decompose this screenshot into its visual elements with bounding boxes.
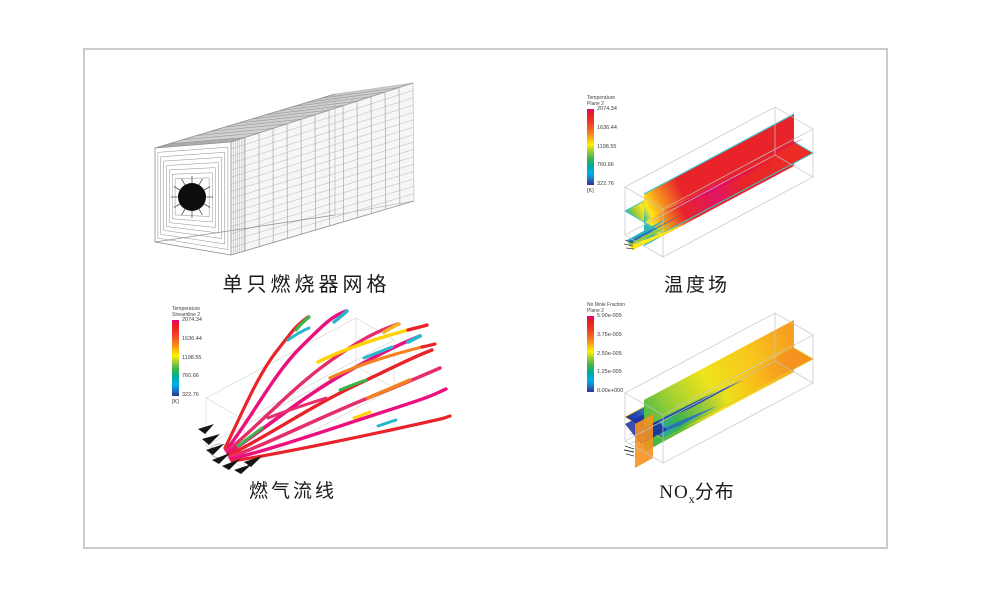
colorbar-unit: [587, 395, 625, 401]
streamlines-group: [223, 309, 452, 463]
caption-temperature: 温度场: [663, 275, 730, 296]
vertical-plane-upper: [644, 320, 794, 428]
box-wireframe: [624, 312, 814, 464]
colorbar-tick: 760.66: [597, 162, 614, 169]
colorbar-title: Temperature: [587, 95, 616, 101]
colorbar-gradient: [587, 316, 594, 392]
colorbar-title: Temperature: [172, 306, 201, 312]
burner-region: [623, 414, 653, 468]
panel-streamline: Temperature Streamline 2 2074.34 1636.44…: [168, 298, 468, 484]
panel-nox: No Mole Fraction Plane 2 5.00e-005 3.75e…: [583, 296, 883, 476]
colorbar-tick: 322.76: [597, 181, 614, 187]
temperature-colorbar: Temperature Plane 2 2074.34 1636.44 1198…: [587, 95, 617, 194]
colorbar-unit: [K]: [587, 188, 594, 194]
nox-plot: [623, 312, 814, 468]
streamline-colorbar: Temperature Streamline 2 2074.34 1636.44…: [172, 306, 202, 405]
burner-circle: [178, 183, 206, 211]
colorbar-tick: 322.76: [182, 392, 199, 398]
colorbar-tick: 1198.55: [597, 143, 617, 150]
velocity-arrows: [198, 424, 262, 474]
caption-mesh: 单只燃烧器网格: [222, 274, 391, 296]
panel-mesh: [148, 80, 498, 266]
colorbar-tick: 0.00e+000: [597, 388, 624, 394]
colorbar-subtitle: Plane 2: [587, 308, 604, 314]
caption-nox-main: NO: [659, 482, 689, 503]
colorbar-unit: [K]: [172, 399, 179, 405]
colorbar-tick: 2.50e-005: [597, 350, 622, 357]
caption-nox-sub: x: [688, 491, 695, 506]
mesh-edges: [154, 82, 415, 256]
colorbar-gradient: [587, 109, 594, 185]
nox-colorbar: No Mole Fraction Plane 2 5.00e-005 3.75e…: [587, 302, 625, 401]
colorbar-tick: 1636.44: [597, 124, 617, 131]
mesh-grid-lines: [157, 83, 415, 255]
colorbar-tick: 1198.55: [182, 354, 202, 361]
colorbar-tick: 5.00e-005: [597, 313, 622, 319]
colorbar-subtitle: Plane 2: [587, 101, 604, 107]
mesh-graphic: [154, 82, 415, 256]
vertical-plane-upper: [643, 113, 795, 222]
caption-nox: NOx分布: [552, 477, 842, 507]
streamline-plot: [198, 309, 452, 474]
colorbar-tick: 1.25e-005: [597, 369, 622, 376]
temperature-plot: [623, 106, 815, 258]
colorbar-tick: 2074.34: [182, 317, 202, 323]
box-wireframe: [624, 106, 814, 258]
colorbar-ticks: 5.00e-005 3.75e-005 2.50e-005 1.25e-005 …: [597, 313, 624, 394]
colorbar-ticks: 2074.34 1636.44 1198.55 760.66 322.76: [182, 317, 202, 398]
colorbar-tick: 760.66: [182, 373, 199, 380]
colorbar-gradient: [172, 320, 179, 396]
colorbar-tick: 3.75e-005: [597, 331, 622, 338]
colorbar-tick: 2074.34: [597, 106, 617, 112]
colorbar-ticks: 2074.34 1636.44 1198.55 760.66 322.76: [597, 106, 617, 187]
caption-streamline: 燃气流线: [248, 481, 337, 502]
panel-temperature: Temperature Plane 2 2074.34 1636.44 1198…: [583, 90, 883, 270]
caption-nox-rest: 分布: [694, 482, 735, 503]
colorbar-subtitle: Streamline 2: [172, 312, 201, 318]
colorbar-tick: 1636.44: [182, 335, 202, 342]
burner-jets: [623, 214, 685, 250]
colorbar-title: No Mole Fraction: [587, 302, 626, 308]
